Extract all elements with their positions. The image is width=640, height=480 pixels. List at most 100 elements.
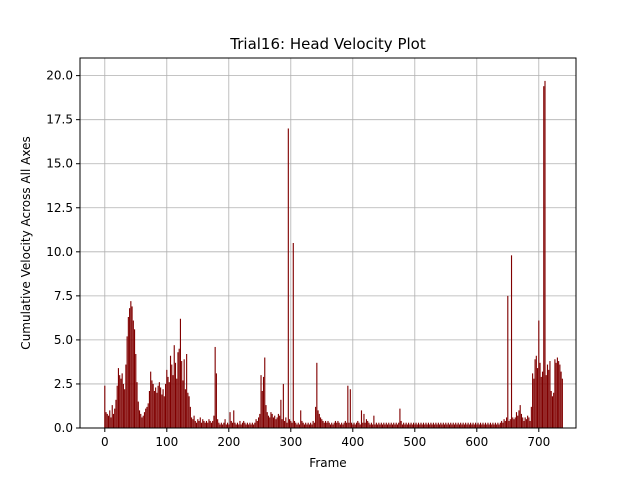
bar	[209, 420, 211, 428]
bar	[368, 422, 370, 428]
bar	[456, 424, 458, 428]
bar	[246, 422, 248, 428]
bar	[279, 415, 281, 428]
bar	[153, 391, 155, 428]
bar	[509, 419, 511, 428]
bar	[231, 422, 234, 428]
bar	[112, 413, 115, 428]
bar	[512, 417, 514, 428]
bar	[450, 422, 452, 428]
bar	[174, 362, 177, 428]
bar	[289, 419, 291, 428]
bar	[468, 424, 470, 428]
bar	[337, 420, 339, 428]
bar	[497, 422, 499, 428]
bar	[502, 422, 504, 428]
bar	[544, 80, 546, 429]
bar	[239, 420, 241, 428]
bar	[244, 422, 246, 428]
chart-title: Trial16: Head Velocity Plot	[229, 35, 426, 53]
bar	[487, 422, 489, 428]
bar	[410, 422, 412, 428]
bar	[116, 385, 118, 428]
bar	[537, 368, 539, 428]
bar	[409, 424, 411, 428]
bar	[261, 391, 263, 428]
bar	[202, 419, 204, 428]
bar	[160, 387, 162, 428]
bar	[225, 424, 227, 428]
bar	[241, 422, 243, 428]
bar	[555, 362, 557, 428]
bar	[184, 389, 186, 428]
bar	[300, 410, 302, 428]
bar	[467, 422, 469, 428]
bar	[147, 403, 149, 428]
bar	[316, 362, 318, 428]
bar	[167, 376, 169, 428]
bar	[347, 385, 349, 428]
bar-series	[104, 80, 563, 429]
bar	[400, 420, 402, 428]
bar	[383, 422, 385, 428]
bar	[324, 420, 327, 428]
bar	[426, 424, 428, 428]
bar	[222, 424, 224, 428]
bar	[403, 422, 405, 428]
bar	[179, 318, 181, 428]
bar	[517, 415, 519, 428]
bar	[346, 422, 348, 428]
bar	[193, 415, 195, 428]
bar	[240, 424, 242, 428]
bar	[519, 405, 521, 428]
bar	[556, 357, 558, 428]
bar	[172, 375, 174, 428]
bar	[262, 376, 265, 428]
bar	[255, 419, 257, 428]
bar	[357, 420, 359, 428]
bar	[280, 399, 282, 428]
bar	[256, 420, 258, 428]
bar	[220, 422, 222, 428]
bar	[205, 420, 208, 428]
bar	[126, 336, 128, 428]
bar	[106, 413, 108, 428]
bar	[384, 424, 386, 428]
bar	[146, 406, 148, 428]
x-tick-label: 500	[403, 435, 426, 449]
bar	[275, 419, 277, 428]
bar	[308, 424, 310, 428]
bar	[254, 422, 256, 428]
bar	[198, 420, 200, 428]
bar	[483, 424, 485, 428]
bar	[110, 417, 112, 428]
bar	[484, 422, 487, 428]
bar	[311, 424, 313, 428]
bar	[151, 380, 153, 428]
bar	[508, 420, 510, 428]
bar	[503, 419, 505, 428]
bar	[396, 424, 398, 428]
bar	[446, 424, 448, 428]
bar	[348, 422, 350, 428]
bar	[529, 420, 531, 428]
bar	[131, 306, 133, 428]
bar	[248, 424, 250, 428]
bar	[329, 424, 332, 428]
bar	[549, 361, 551, 428]
bar	[322, 420, 324, 428]
bar	[424, 424, 426, 428]
bar	[229, 412, 231, 428]
bar	[269, 417, 271, 428]
bar	[344, 420, 346, 428]
bar	[135, 354, 137, 428]
bar	[141, 417, 143, 428]
bar	[421, 424, 423, 428]
bar	[548, 369, 550, 428]
bar	[265, 405, 267, 428]
bar	[155, 387, 157, 428]
bar	[313, 422, 315, 428]
bar	[475, 422, 477, 428]
bar	[486, 424, 488, 428]
